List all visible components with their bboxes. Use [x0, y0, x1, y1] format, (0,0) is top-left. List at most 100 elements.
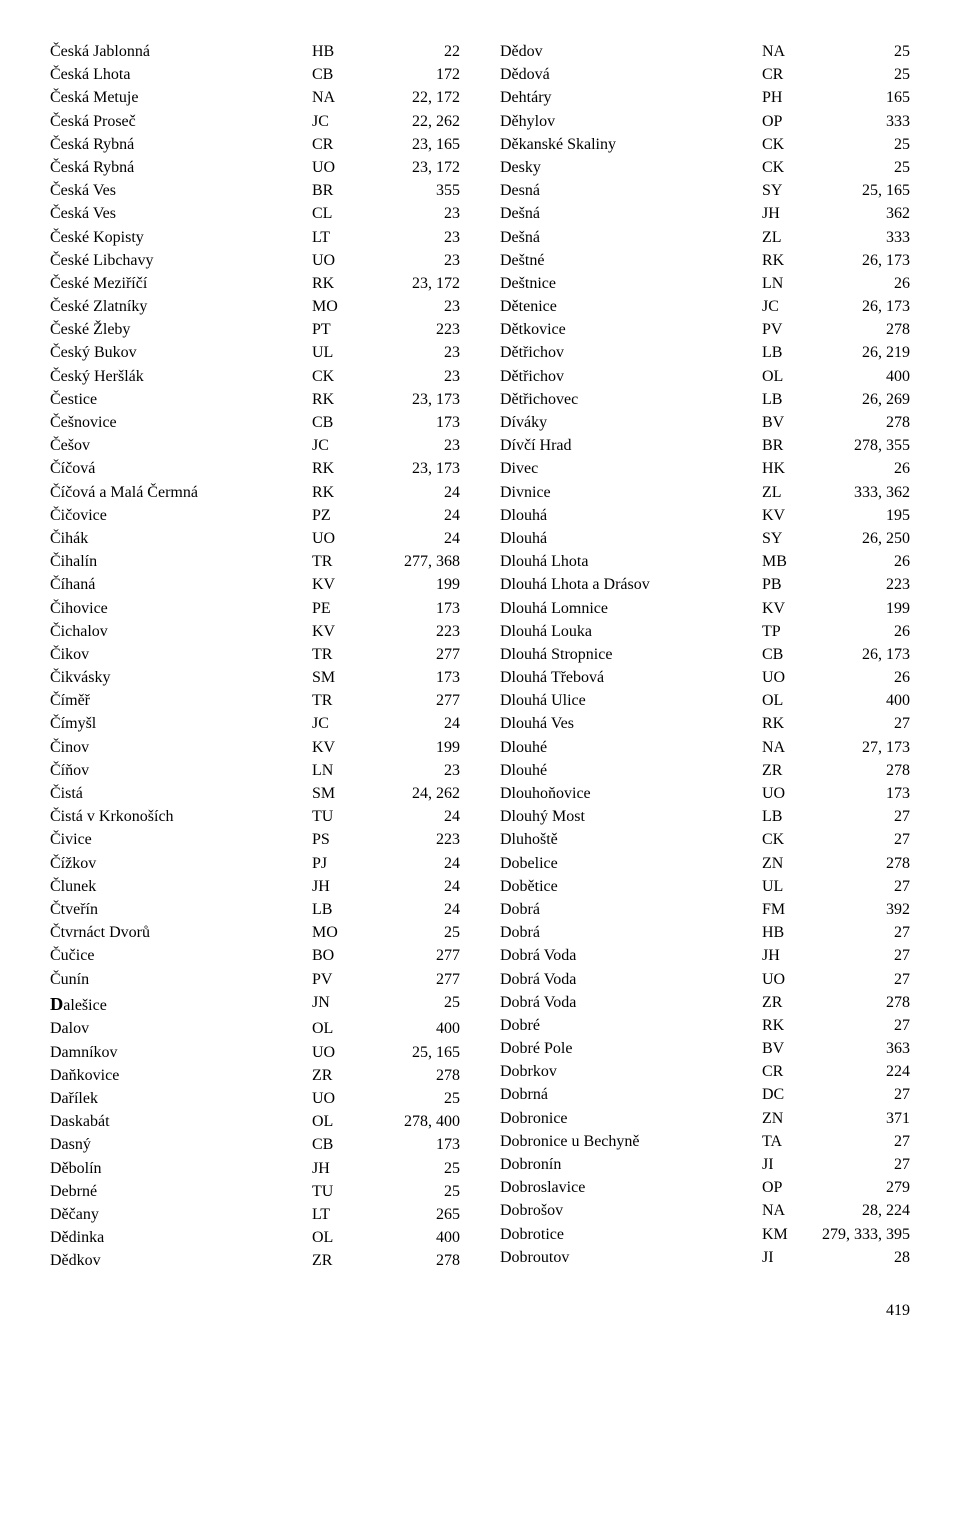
district-code: LT: [312, 1203, 350, 1226]
index-row: Česká VesBR355: [50, 179, 460, 202]
district-code: OL: [762, 689, 800, 712]
district-code: LN: [762, 272, 800, 295]
index-row: DívákyBV278: [500, 411, 910, 434]
place-name: Číměř: [50, 689, 312, 712]
page-refs: 277: [350, 689, 460, 712]
index-row: ČíhanáKV199: [50, 573, 460, 596]
page-refs: 23, 165: [350, 133, 460, 156]
place-name: Dobrošov: [500, 1199, 762, 1222]
district-code: OL: [312, 1017, 350, 1040]
page-refs: 173: [350, 597, 460, 620]
page-refs: 25, 165: [350, 1041, 460, 1064]
place-name: Děbolín: [50, 1157, 312, 1180]
place-name: Čikvásky: [50, 666, 312, 689]
place-name: Člunek: [50, 875, 312, 898]
district-code: CB: [312, 411, 350, 434]
index-row: DivecHK26: [500, 457, 910, 480]
place-name: Čistá: [50, 782, 312, 805]
district-code: CR: [762, 1060, 800, 1083]
index-row: DoběticeUL27: [500, 875, 910, 898]
place-name: Dlouhá Ulice: [500, 689, 762, 712]
index-row: České KopistyLT23: [50, 226, 460, 249]
place-name: Česká Metuje: [50, 86, 312, 109]
index-row: Dobrá VodaZR278: [500, 991, 910, 1014]
page-refs: 23: [350, 226, 460, 249]
index-row: DaňkoviceZR278: [50, 1064, 460, 1087]
index-row: DeštniceLN26: [500, 272, 910, 295]
page-refs: 26, 173: [800, 295, 910, 318]
page-refs: 392: [800, 898, 910, 921]
page-refs: 223: [350, 620, 460, 643]
district-code: KV: [762, 597, 800, 620]
index-row: ČikváskySM173: [50, 666, 460, 689]
index-row: DobrošovNA28, 224: [500, 1199, 910, 1222]
district-code: RK: [762, 712, 800, 735]
index-row: Čtvrnáct DvorůMO25: [50, 921, 460, 944]
place-name: Děhylov: [500, 110, 762, 133]
index-row: DědinkaOL400: [50, 1226, 460, 1249]
place-name: Český Bukov: [50, 341, 312, 364]
page-refs: 173: [350, 1133, 460, 1156]
place-name: Češov: [50, 434, 312, 457]
district-code: BR: [762, 434, 800, 457]
page-refs: 24: [350, 852, 460, 875]
right-column: DědovNA25DědováCR25DehtáryPH165DěhylovOP…: [500, 40, 910, 1272]
district-code: CB: [312, 1133, 350, 1156]
page-refs: 23, 172: [350, 272, 460, 295]
index-row: DluhoštěCK27: [500, 828, 910, 851]
index-row: DěbolínJH25: [50, 1157, 460, 1180]
page-refs: 25: [800, 133, 910, 156]
district-code: ZN: [762, 1107, 800, 1130]
district-code: PT: [312, 318, 350, 341]
district-code: JC: [762, 295, 800, 318]
district-code: BR: [312, 179, 350, 202]
index-row: DobroniceZN371: [500, 1107, 910, 1130]
district-code: NA: [762, 1199, 800, 1222]
district-code: UO: [312, 249, 350, 272]
place-name: Dalov: [50, 1017, 312, 1040]
page-refs: 278: [350, 1064, 460, 1087]
district-code: KM: [762, 1223, 800, 1246]
page-refs: 278: [800, 318, 910, 341]
index-row: DařílekUO25: [50, 1087, 460, 1110]
index-row: Dobronice u BechyněTA27: [500, 1130, 910, 1153]
place-name: Dobrá: [500, 898, 762, 921]
index-row: Dlouhá Lhota a DrásovPB223: [500, 573, 910, 596]
page-refs: 27: [800, 875, 910, 898]
index-row: DobrnáDC27: [500, 1083, 910, 1106]
index-row: Český BukovUL23: [50, 341, 460, 364]
page-refs: 278: [800, 991, 910, 1014]
place-name: České Kopisty: [50, 226, 312, 249]
index-row: DěteniceJC26, 173: [500, 295, 910, 318]
index-row: Dlouhá UliceOL400: [500, 689, 910, 712]
district-code: ZL: [762, 481, 800, 504]
page-refs: 23: [350, 365, 460, 388]
district-code: LT: [312, 226, 350, 249]
place-name: Češnovice: [50, 411, 312, 434]
page-refs: 26: [800, 457, 910, 480]
page-refs: 23, 173: [350, 457, 460, 480]
place-name: Čihovice: [50, 597, 312, 620]
place-name: Dobrá Voda: [500, 991, 762, 1014]
page-refs: 24, 262: [350, 782, 460, 805]
district-code: CL: [312, 202, 350, 225]
district-code: HB: [762, 921, 800, 944]
district-code: CR: [312, 133, 350, 156]
page-refs: 26, 173: [800, 249, 910, 272]
place-name: Dešná: [500, 226, 762, 249]
district-code: LB: [762, 388, 800, 411]
district-code: LN: [312, 759, 350, 782]
page-refs: 195: [800, 504, 910, 527]
index-row: České LibchavyUO23: [50, 249, 460, 272]
index-row: DětřichovLB26, 219: [500, 341, 910, 364]
district-code: KV: [312, 620, 350, 643]
index-row: ČikovTR277: [50, 643, 460, 666]
index-row: Děkanské SkalinyCK25: [500, 133, 910, 156]
district-code: BV: [762, 1037, 800, 1060]
district-code: KV: [762, 504, 800, 527]
place-name: Dobrkov: [500, 1060, 762, 1083]
page-refs: 25: [800, 63, 910, 86]
place-name: Čichalov: [50, 620, 312, 643]
district-code: BO: [312, 944, 350, 967]
index-row: Dlouhá TřebováUO26: [500, 666, 910, 689]
